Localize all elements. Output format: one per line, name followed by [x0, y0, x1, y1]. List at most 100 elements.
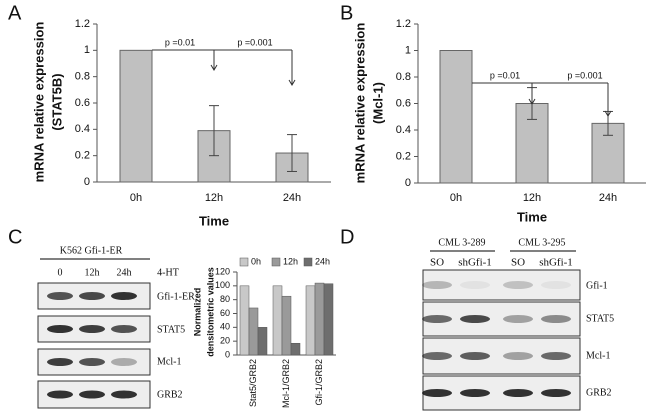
blot-band	[541, 389, 571, 397]
blot-band	[79, 358, 105, 366]
x-tick-label: 12h	[205, 192, 223, 204]
blot-title: K562 Gfi-1-ER	[60, 245, 123, 256]
y-tick-label: 0.6	[396, 97, 411, 109]
blot-band	[460, 315, 490, 323]
y-tick-label: 0	[225, 349, 230, 359]
bar	[272, 285, 283, 356]
blot-band	[460, 389, 490, 397]
bracket-arrow	[528, 83, 536, 105]
blot-band	[111, 292, 137, 300]
legend-label: 0h	[251, 256, 261, 266]
y-tick-label: 0.4	[75, 123, 90, 135]
x-tick-label: Gfi-1/GRB2	[314, 359, 324, 406]
blot-strip	[422, 269, 581, 301]
blot-band	[79, 390, 105, 399]
protein-label: Gfi-1	[586, 280, 608, 291]
y-tick-label: 0.2	[75, 150, 90, 162]
y-tick-label: 0.8	[75, 71, 90, 83]
lane-label: shGfi-1	[539, 257, 573, 269]
blot-band	[111, 390, 137, 399]
lane-label: SO	[430, 257, 444, 269]
error-bar	[287, 134, 297, 172]
group-label: CML 3-295	[518, 237, 565, 248]
legend-swatch	[239, 257, 249, 267]
lane-label: 12h	[85, 267, 100, 278]
lane-label: SO	[511, 257, 525, 269]
blot-band	[79, 292, 105, 300]
y-tick-label: 1	[405, 44, 411, 56]
x-tick-label: 12h	[523, 192, 541, 204]
blot-band	[503, 315, 533, 323]
bar	[239, 285, 250, 356]
blot-band	[503, 281, 533, 289]
x-tick-label: 24h	[599, 192, 617, 204]
y-tick-label: 20	[220, 336, 230, 346]
panel-letter: B	[340, 2, 353, 24]
x-axis-label: Time	[199, 213, 229, 228]
annotation: p =0.01	[165, 37, 195, 47]
bar	[119, 49, 153, 183]
x-tick-label: Mcl-1/GRB2	[281, 359, 291, 408]
legend-swatch	[271, 257, 281, 267]
blot-band	[422, 281, 452, 289]
annotation: p =0.01	[490, 70, 520, 80]
protein-label: STAT5	[157, 324, 185, 335]
blot-band	[541, 352, 571, 360]
y-tick-label: 1.2	[75, 18, 90, 30]
y-tick-label: 1	[84, 44, 90, 56]
bar	[248, 307, 259, 356]
panel-letter: C	[8, 226, 22, 248]
treatment-label: 4-HT	[157, 267, 179, 278]
bar	[281, 295, 292, 356]
y-axis-label: Normalized	[192, 288, 202, 337]
bracket-arrow	[288, 50, 296, 86]
y-tick-label: 80	[220, 294, 230, 304]
blot-band	[460, 352, 490, 360]
bracket-arrow	[604, 83, 612, 117]
bar	[439, 50, 473, 184]
x-axis-label: Time	[517, 209, 547, 224]
legend-swatch	[303, 257, 313, 267]
x-tick-label: 0h	[130, 192, 142, 204]
blot-band	[47, 358, 73, 366]
annotation: p =0.001	[237, 37, 272, 47]
blot-band	[503, 352, 533, 360]
y-tick-label: 0.2	[396, 150, 411, 162]
blot-band	[460, 281, 490, 289]
blot-band	[111, 325, 137, 333]
panel-letter: A	[8, 2, 22, 24]
protein-label: STAT5	[586, 313, 614, 324]
annotation: p =0.001	[567, 70, 602, 80]
lane-label: 0	[58, 267, 63, 278]
y-axis-label: mRNA relative expression	[352, 23, 367, 184]
blot-band	[111, 358, 137, 366]
lane-label: 24h	[117, 267, 132, 278]
bar	[290, 342, 301, 356]
bar	[305, 285, 316, 356]
y-tick-label: 0.4	[396, 124, 411, 136]
blot-band	[541, 281, 571, 289]
blot-band	[47, 390, 73, 399]
blot-band	[503, 389, 533, 397]
y-tick-label: 40	[220, 322, 230, 332]
x-tick-label: Stat5/GRB2	[248, 359, 258, 407]
blot-band	[422, 315, 452, 323]
blot-band	[422, 352, 452, 360]
protein-label: Gfi-1-ER	[157, 291, 195, 302]
x-tick-label: 0h	[450, 192, 462, 204]
y-axis-label: (Mcl-1)	[370, 82, 385, 124]
bar	[257, 327, 268, 356]
protein-label: Mcl-1	[586, 350, 610, 361]
blot-band	[541, 315, 571, 323]
bar	[323, 283, 334, 356]
y-axis-label: mRNA relative expression	[31, 22, 46, 183]
bracket-arrow	[210, 50, 218, 71]
group-label: CML 3-289	[438, 237, 485, 248]
blot-band	[79, 325, 105, 333]
blot-band	[47, 325, 73, 333]
y-tick-label: 0.8	[396, 71, 411, 83]
protein-label: GRB2	[586, 387, 612, 398]
bar	[314, 282, 325, 356]
y-axis-label: densitometric values	[205, 267, 215, 357]
y-tick-label: 60	[220, 308, 230, 318]
